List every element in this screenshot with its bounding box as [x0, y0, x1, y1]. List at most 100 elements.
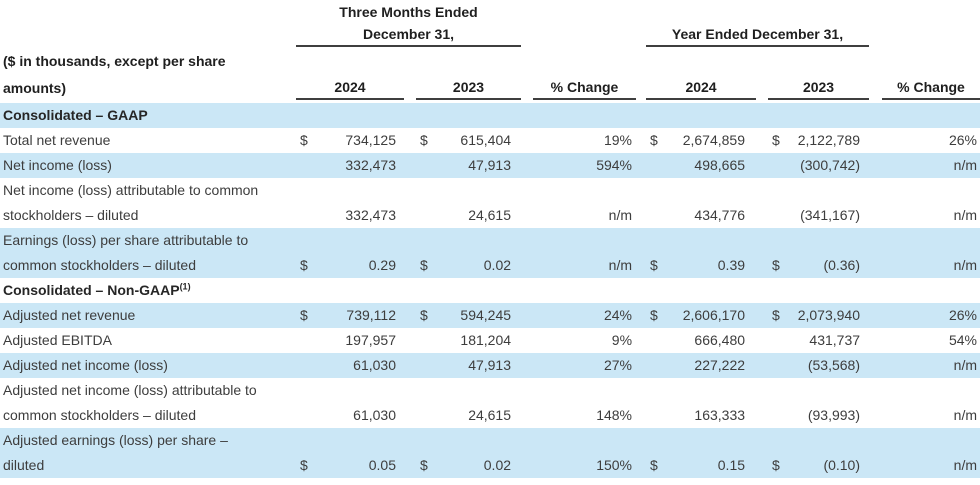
cell-value-year-2023	[788, 278, 869, 303]
cell-value-year-2024: 2,606,170	[666, 303, 757, 328]
column-gap	[404, 128, 416, 153]
header-spacer	[869, 76, 882, 99]
column-gap	[756, 203, 768, 228]
cell-dollar-three-months-2023	[416, 278, 436, 303]
cell-dollar-three-months-2023	[416, 203, 436, 228]
column-gap	[521, 403, 533, 428]
cell-value-year-2023	[788, 378, 869, 403]
header-spacer	[521, 0, 533, 24]
cell-dollar-year-2024: $	[646, 453, 667, 478]
cell-value-three-months-2023	[436, 378, 521, 403]
column-gap	[756, 103, 769, 128]
cell-value-three-months-2023	[436, 178, 521, 203]
cell-pct-change-three-months: 19%	[603, 132, 633, 148]
cell-dollar-year-2024	[646, 103, 667, 128]
cell-dollar-three-months-2023: $	[416, 453, 436, 478]
cell-dollar-three-months-2024: $	[296, 453, 316, 478]
column-gap	[756, 153, 769, 178]
cell-dollar-three-months-2023	[416, 228, 436, 253]
cell-dollar-three-months-2023	[416, 178, 436, 203]
cell-pct-change-three-months: 9%	[611, 332, 633, 348]
cell-value-year-2024	[666, 278, 756, 303]
cell-value-year-2023: (300,742)	[788, 153, 870, 178]
cell-value-three-months-2023	[436, 103, 522, 128]
cell-dollar-three-months-2023: $	[416, 253, 436, 278]
cell-dollar-year-2023	[768, 378, 788, 403]
cell-value-three-months-2023: 594,245	[436, 303, 522, 328]
column-gap	[869, 353, 883, 378]
cell-dollar-three-months-2024: $	[296, 303, 316, 328]
column-gap	[869, 153, 883, 178]
cell-value-three-months-2024	[316, 228, 404, 253]
cell-value-three-months-2024: 61,030	[316, 353, 404, 378]
row-label: Consolidated – GAAP	[0, 103, 296, 128]
cell-value-year-2023	[788, 428, 870, 453]
column-gap	[636, 153, 647, 178]
table-row: Adjusted net income (loss) attributable …	[0, 378, 980, 403]
cell-value-three-months-2023	[436, 428, 522, 453]
cell-value-three-months-2024	[316, 103, 404, 128]
column-gap	[404, 328, 416, 353]
cell-dollar-three-months-2024	[296, 103, 316, 128]
cell-dollar-year-2023	[768, 328, 788, 353]
table-row: Net income (loss) attributable to common	[0, 178, 980, 203]
footnote-marker: (1)	[179, 281, 191, 292]
cell-dollar-year-2024	[646, 203, 666, 228]
table-row: diluted $0.05 $0.02 150% $0.15 $ (0.10) n/m	[0, 453, 980, 478]
cell-value-year-2024	[666, 378, 756, 403]
table-header: Three Months Ended December 31, Year End…	[0, 0, 980, 103]
column-gap	[636, 378, 646, 403]
units-note-line2: amounts)	[3, 79, 66, 96]
cell-dollar-year-2024	[646, 428, 667, 453]
cell-dollar-three-months-2024	[296, 328, 316, 353]
row-label: stockholders – diluted	[3, 207, 139, 223]
row-label: Consolidated – Non-GAAP(1)	[3, 281, 191, 298]
column-gap	[404, 378, 416, 403]
cell-pct-change-three-months	[533, 178, 636, 203]
cell-value-year-2023	[788, 178, 869, 203]
column-gap	[756, 328, 768, 353]
cell-pct-change-year	[882, 228, 980, 253]
column-gap	[636, 228, 647, 253]
column-gap	[521, 453, 534, 478]
cell-value-three-months-2024: 734,125	[345, 132, 396, 148]
column-gap	[869, 178, 882, 203]
cell-value-year-2024	[666, 178, 756, 203]
section-header-row: Consolidated – GAAP	[0, 103, 980, 128]
column-gap	[756, 178, 768, 203]
row-label: Adjusted net revenue	[0, 303, 296, 328]
cell-pct-change-year	[882, 178, 980, 203]
column-gap	[404, 403, 416, 428]
row-label: Net income (loss)	[0, 153, 296, 178]
cell-dollar-year-2023: $	[772, 132, 780, 148]
column-header-three-months-2023: 2023	[416, 76, 522, 100]
section-header-row: Consolidated – Non-GAAP(1)	[0, 278, 980, 303]
cell-dollar-year-2023: $	[768, 303, 789, 328]
column-gap	[756, 453, 769, 478]
cell-value-three-months-2024	[316, 428, 404, 453]
cell-dollar-year-2023	[768, 103, 789, 128]
cell-dollar-three-months-2024	[296, 378, 316, 403]
column-gap	[636, 328, 646, 353]
row-label: common stockholders – diluted	[3, 407, 196, 423]
cell-pct-change-year: n/m	[882, 353, 980, 378]
cell-dollar-year-2023: $	[768, 453, 789, 478]
table-row: Adjusted EBITDA 197,957 181,204 9% 666,480 43…	[0, 328, 980, 353]
cell-value-year-2024: 0.39	[666, 253, 757, 278]
header-spacer	[0, 0, 296, 24]
cell-value-three-months-2023: 47,913	[436, 353, 522, 378]
header-spacer	[0, 24, 296, 46]
row-label: diluted	[0, 453, 296, 478]
cell-value-year-2023: (0.36)	[788, 253, 870, 278]
cell-value-three-months-2023: 181,204	[460, 332, 512, 348]
column-gap	[404, 153, 416, 178]
table-row: Earnings (loss) per share attributable t…	[0, 228, 980, 253]
cell-value-year-2023: 431,737	[809, 332, 861, 348]
header-spacer	[636, 0, 646, 24]
column-gap	[636, 403, 646, 428]
column-gap	[869, 403, 882, 428]
cell-dollar-year-2024: $	[646, 303, 667, 328]
cell-dollar-year-2024	[646, 178, 666, 203]
column-gap	[521, 203, 533, 228]
